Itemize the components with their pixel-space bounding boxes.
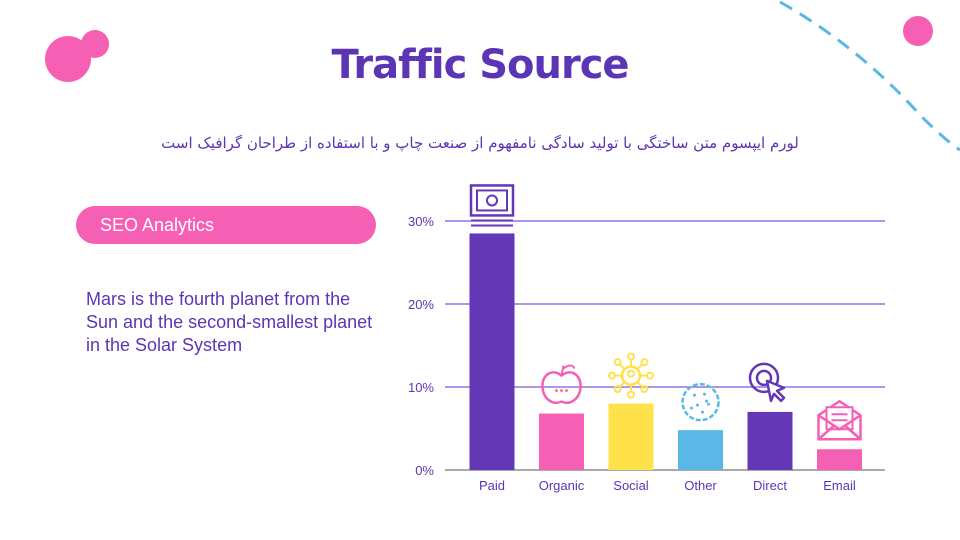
page-title: Traffic Source <box>331 42 629 88</box>
x-tick-label: Paid <box>479 478 505 493</box>
section-label-pill: SEO Analytics <box>76 206 376 244</box>
bar-paid <box>469 233 515 470</box>
cookie-icon <box>681 382 720 422</box>
x-tick-label: Organic <box>539 478 585 493</box>
y-tick-label: 20% <box>408 297 434 312</box>
bar-other <box>678 430 723 470</box>
bar-email <box>817 449 862 470</box>
x-tick-label: Direct <box>753 478 787 493</box>
email-icon <box>817 399 862 441</box>
bar-social <box>608 403 654 470</box>
decorative-circles-top-left <box>45 30 109 82</box>
apple-icon <box>541 364 582 404</box>
bar-organic <box>539 413 584 470</box>
section-label: SEO Analytics <box>100 215 215 235</box>
x-tick-label: Other <box>684 478 717 493</box>
cursor-target-icon <box>748 362 786 403</box>
bar-direct <box>747 411 793 470</box>
bar-chart: 0% 10% 20% 30% Paid Organic Social Other Direct E… <box>408 184 885 493</box>
y-tick-label: 10% <box>408 380 434 395</box>
subtitle-text: لورم ایپسوم متن ساختگی با تولید سادگی نا… <box>161 134 799 152</box>
y-tick-label: 30% <box>408 214 434 229</box>
money-icon <box>469 184 515 227</box>
decorative-dashed-curve <box>779 0 960 152</box>
network-icon <box>608 352 654 399</box>
decorative-circle-top-right <box>903 16 933 46</box>
y-tick-label: 0% <box>415 463 434 478</box>
x-tick-label: Email <box>823 478 856 493</box>
description-text: Mars is the fourth planet from the Sun a… <box>86 289 373 355</box>
x-tick-label: Social <box>613 478 649 493</box>
